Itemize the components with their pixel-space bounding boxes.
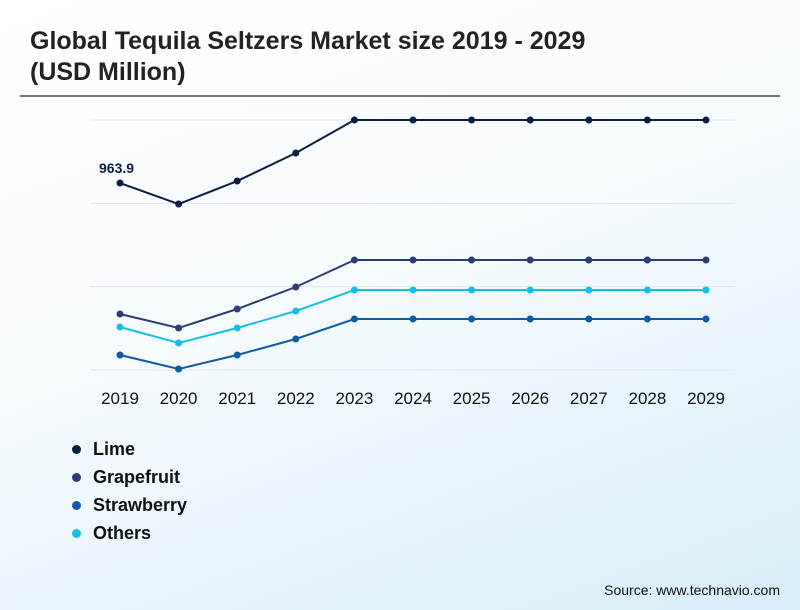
chart-title: Global Tequila Seltzers Market size 2019… [30,27,586,86]
data-point-lime [233,177,241,185]
x-tick-label: 2021 [218,389,256,408]
x-tick-label: 2020 [160,389,198,408]
data-point-grapefruit [233,305,241,313]
legend-marker [72,528,81,538]
legend-item-lime: Lime [72,435,187,463]
data-point-grapefruit [468,256,476,264]
data-point-others [526,286,534,294]
data-point-grapefruit [409,256,417,264]
data-point-strawberry [702,315,710,323]
data-point-strawberry [468,315,476,323]
x-tick-label: 2026 [511,389,549,408]
data-point-lime [409,116,417,124]
series-line-strawberry [119,318,706,371]
data-point-grapefruit [643,256,651,264]
legend-label: Grapefruit [93,466,181,487]
legend-marker [72,472,81,482]
data-point-grapefruit [175,324,183,332]
data-point-others [233,324,241,332]
data-point-others [585,286,593,294]
legend-label: Others [93,522,152,543]
data-point-lime [702,116,710,124]
data-point-strawberry [350,315,358,323]
x-tick-label: 2024 [394,389,432,408]
legend-item-grapefruit: Grapefruit [72,463,187,491]
data-point-grapefruit [526,256,534,264]
data-point-others [409,286,417,294]
source-note: Source: www.technavio.com [604,582,780,598]
title-divider [20,95,780,97]
data-point-strawberry [292,335,300,343]
x-tick-label: 2029 [687,389,725,408]
legend-label: Strawberry [93,494,188,515]
data-point-lime [526,116,534,124]
x-tick-label: 2028 [628,389,666,408]
data-point-lime [116,179,124,187]
legend: Lime Grapefruit Strawberry Others [72,435,187,547]
data-point-lime [585,116,593,124]
x-tick-label: 2027 [570,389,608,408]
legend-item-strawberry: Strawberry [72,491,187,519]
data-point-grapefruit [350,256,358,264]
x-tick-label: 2023 [335,389,373,408]
data-point-strawberry [585,315,593,323]
legend-item-others: Others [72,519,187,547]
data-point-others [175,339,183,347]
data-point-grapefruit [116,310,124,318]
data-point-strawberry [643,315,651,323]
data-point-others [292,307,300,315]
data-point-lime [292,149,300,157]
data-point-strawberry [233,351,241,359]
legend-label: Lime [93,438,136,459]
data-point-strawberry [116,351,124,359]
data-point-lime [350,116,358,124]
data-point-others [643,286,651,294]
x-tick-label: 2019 [101,389,139,408]
data-point-others [468,286,476,294]
data-point-lime [643,116,651,124]
x-tick-label: 2022 [277,389,315,408]
data-point-grapefruit [702,256,710,264]
data-point-strawberry [409,315,417,323]
data-point-grapefruit [585,256,593,264]
legend-marker [72,444,81,454]
series-line-lime [119,119,706,206]
x-tick-label: 2025 [453,389,491,408]
data-point-others [350,286,358,294]
data-point-grapefruit [292,283,300,291]
legend-marker [72,500,81,510]
data-point-others [116,323,124,331]
data-point-others [702,286,710,294]
data-point-lime [175,200,183,208]
data-point-strawberry [526,315,534,323]
line-chart: 2019 2020 2021 2022 2023 2024 2025 2026 2027 2028… [90,116,735,408]
data-point-lime [468,116,476,124]
data-point-strawberry [175,365,183,373]
data-label: 963.9 [99,160,134,176]
